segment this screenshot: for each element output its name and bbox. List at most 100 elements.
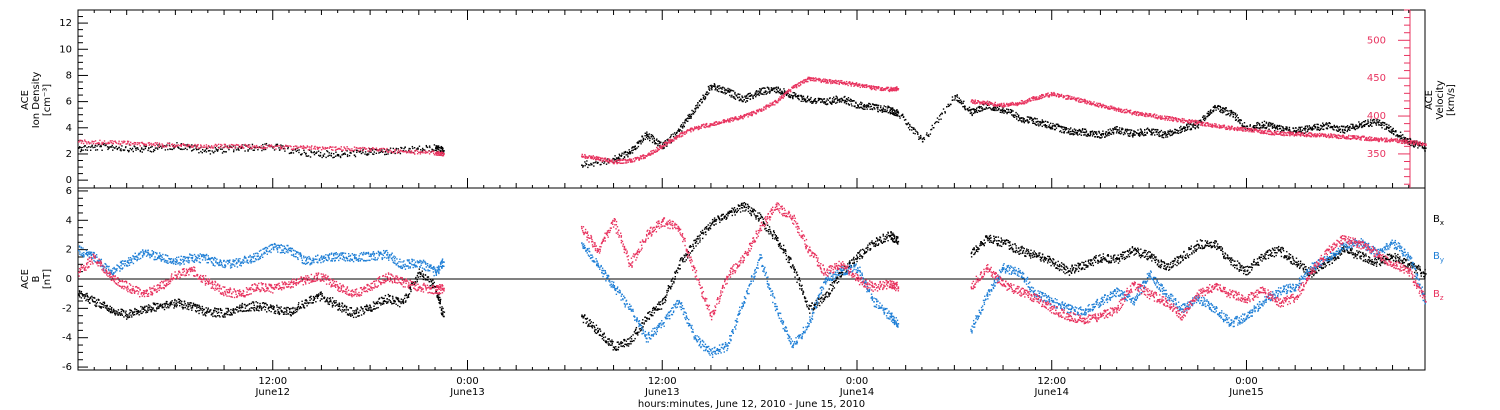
density-series-point [789, 96, 792, 98]
density-series-point [865, 106, 867, 109]
velocity-axis-label-line: ACE [1424, 90, 1435, 110]
velocity-series-point [610, 160, 612, 163]
density-series-point [964, 105, 966, 108]
density-series-point [911, 129, 913, 131]
density-series-point [709, 85, 711, 87]
density-series-point [1356, 127, 1358, 130]
density-series-point [841, 98, 844, 101]
density-series-point [688, 113, 691, 116]
density-series-point [253, 149, 256, 151]
velocity-series-point [1226, 128, 1229, 131]
density-series-point [960, 103, 963, 105]
velocity-series-point [322, 147, 324, 149]
velocity-series-point [1240, 129, 1243, 131]
density-series-point [907, 122, 910, 124]
velocity-series-point [1157, 117, 1160, 119]
density-series-point [750, 94, 753, 96]
velocity-series-point [159, 144, 161, 147]
velocity-series-point [1193, 121, 1195, 123]
density-series-point [1325, 124, 1327, 126]
density-series-point [1297, 128, 1299, 131]
density-series-point [1320, 124, 1322, 127]
velocity-series-point [359, 147, 362, 149]
density-series-point [1038, 121, 1041, 123]
density-series-point [763, 93, 765, 96]
density-series-point [1012, 115, 1014, 117]
density-series-point [1376, 121, 1378, 123]
velocity-series-point [1247, 128, 1249, 131]
velocity-series-point [996, 105, 998, 107]
density-series-point [725, 88, 727, 91]
density-series-point [727, 89, 730, 92]
density-series-point [1390, 129, 1393, 131]
density-series-point [1235, 119, 1238, 121]
velocity-series-point [1263, 132, 1266, 134]
density-series-point [992, 109, 994, 111]
density-series-point [1107, 132, 1110, 135]
velocity-series-point [1186, 120, 1188, 122]
density-series-point [1282, 126, 1284, 128]
density-series-point [770, 89, 773, 91]
density-series-point [303, 149, 305, 152]
velocity-series-point [640, 158, 643, 160]
density-series-point [981, 107, 984, 109]
density-series-point [136, 147, 139, 149]
density-series-point [1232, 113, 1235, 116]
density-series-point [801, 96, 803, 99]
density-series-point [993, 109, 996, 112]
density-series-point [1091, 130, 1094, 132]
velocity-series-point [411, 151, 414, 154]
velocity-series-point [119, 144, 121, 146]
velocity-series-point [217, 143, 220, 146]
density-series-point [111, 144, 113, 147]
velocity-series-point [1299, 131, 1301, 134]
velocity-series-point [1174, 117, 1177, 119]
density-series-point [441, 150, 443, 152]
velocity-series-point [1024, 101, 1026, 103]
velocity-series-point [801, 81, 803, 84]
density-series-point [1156, 130, 1158, 133]
density-series-point [94, 144, 97, 147]
velocity-series-point [1230, 128, 1232, 130]
density-series-point [715, 87, 717, 90]
density-series-point [978, 110, 981, 113]
density-series-point [359, 151, 361, 153]
density-series-point [1189, 123, 1191, 126]
velocity-series-point [705, 122, 708, 125]
density-series-point [401, 147, 403, 149]
velocity-series-point [842, 81, 845, 84]
density-series-point [1162, 131, 1164, 133]
velocity-series-point [294, 145, 297, 147]
velocity-series-point [203, 144, 205, 147]
density-series-point [849, 98, 852, 100]
density-series-point [1152, 128, 1155, 130]
density-series-point [707, 93, 709, 96]
density-series-point [1321, 125, 1324, 127]
velocity-series-point [807, 78, 809, 80]
velocity-series-point [757, 110, 759, 113]
density-series-point [1167, 131, 1169, 134]
density-series-point [663, 147, 666, 149]
density-series-point [625, 154, 627, 156]
velocity-series-point [195, 145, 197, 147]
density-series-point [623, 151, 625, 153]
density-series-point [1256, 127, 1258, 129]
density-series-point [1274, 130, 1276, 132]
density-series-point [1080, 130, 1082, 133]
density-series-point [1265, 122, 1268, 124]
density-series-point [976, 111, 979, 114]
velocity-series-point [821, 79, 824, 81]
density-series-point [1207, 115, 1209, 118]
density-series-point [1124, 128, 1127, 131]
density-series-point [642, 138, 645, 140]
density-series-point [156, 147, 158, 149]
velocity-series-point [1060, 93, 1063, 96]
velocity-series-point [108, 141, 110, 144]
velocity-series-point [1195, 123, 1197, 125]
density-series-point [257, 148, 259, 151]
density-series-point [150, 151, 153, 153]
density-series-point [1109, 132, 1111, 135]
density-series-point [105, 144, 107, 146]
velocity-series-point [630, 161, 633, 163]
velocity-series-point [877, 86, 880, 88]
